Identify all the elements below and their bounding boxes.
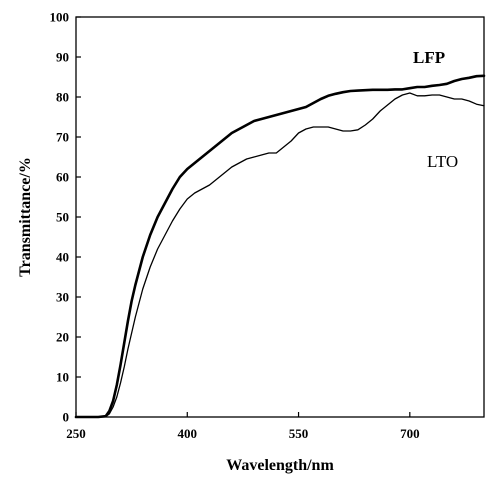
series-line-lfp: [74, 74, 486, 419]
y-tick-label: 20: [56, 330, 69, 345]
x-tick-label: 250: [66, 426, 86, 441]
y-tick-label: 80: [56, 90, 69, 105]
ticks-group: 0 10 20 30 40 50 60 70 80 90 100 250 400 550 700: [50, 10, 420, 442]
y-tick-label: 10: [56, 370, 69, 385]
y-tick-label: 0: [63, 410, 70, 425]
x-axis-title: Wavelength/nm: [226, 457, 334, 474]
plot-frame-group: [75, 16, 485, 418]
y-tick-label: 40: [56, 250, 69, 265]
x-tick-label: 700: [400, 426, 420, 441]
y-tick-label: 50: [56, 210, 69, 225]
y-tick-label: 90: [56, 50, 69, 65]
series-label-lfp: LFP: [413, 48, 445, 67]
y-tick-label: 30: [56, 290, 69, 305]
plot-frame: [75, 16, 485, 418]
series-label-lto: LTO: [427, 152, 458, 171]
x-tick-label: 550: [289, 426, 309, 441]
y-tick-label: 100: [50, 10, 70, 25]
y-tick-label: 60: [56, 170, 69, 185]
y-axis-title: Transmittance/%: [17, 157, 34, 277]
series-line-lto: [75, 92, 485, 418]
series-group: [74, 74, 486, 419]
x-tick-label: 400: [178, 426, 198, 441]
y-tick-label: 70: [56, 130, 69, 145]
